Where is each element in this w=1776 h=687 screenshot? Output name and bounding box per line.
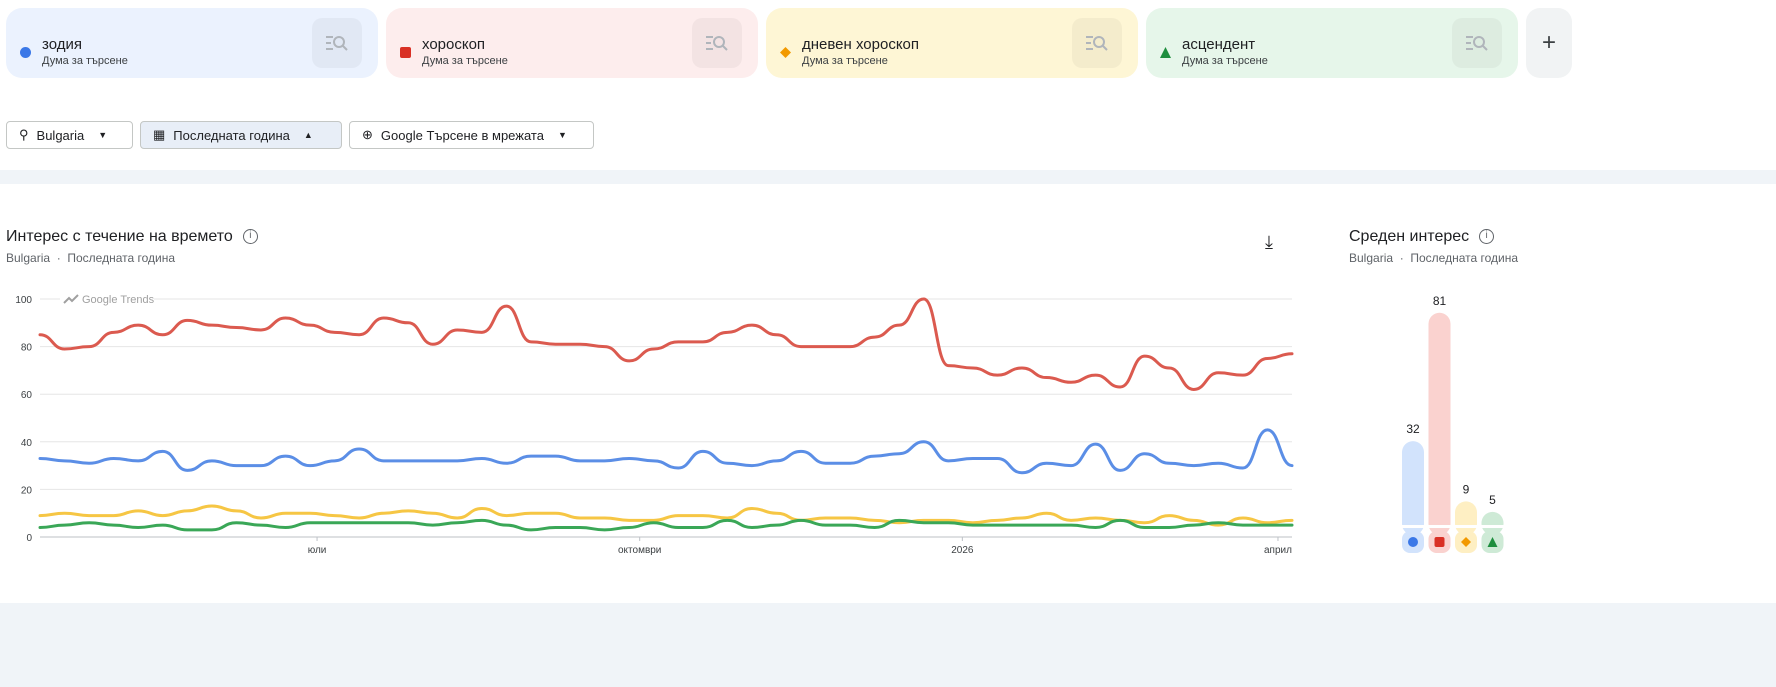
search-term-card[interactable]: зодия Дума за търсене xyxy=(6,8,378,78)
search-refine-icon[interactable] xyxy=(1452,18,1502,68)
term-type: Дума за търсене xyxy=(802,55,888,67)
download-icon[interactable]: ⤓ xyxy=(1265,232,1273,252)
bar-gap xyxy=(1481,525,1504,528)
info-icon[interactable]: i xyxy=(1479,229,1495,245)
search-term-card[interactable]: асцендент Дума за търсене xyxy=(1146,8,1518,78)
term-type: Дума за търсене xyxy=(422,55,508,67)
y-tick-label: 60 xyxy=(21,390,33,401)
add-term-button[interactable]: + xyxy=(1526,8,1572,78)
section-divider xyxy=(0,603,1776,687)
bar-gap xyxy=(1428,525,1451,528)
y-tick-label: 40 xyxy=(21,438,33,449)
term-label: асцендент xyxy=(1182,36,1256,53)
region-filter[interactable]: ⚲ Bulgaria ▼ xyxy=(6,121,133,149)
term-label: хороскоп xyxy=(422,36,486,53)
y-tick-label: 20 xyxy=(21,485,33,496)
trend-icon xyxy=(63,294,79,304)
location-pin-icon: ⚲ xyxy=(19,127,29,142)
average-bar[interactable] xyxy=(1402,441,1424,535)
x-tick-label: юли xyxy=(308,545,327,556)
dropdown-arrow-icon: ▼ xyxy=(98,130,108,140)
google-trends-watermark: Google Trends xyxy=(82,294,155,306)
dropdown-arrow-up-icon: ▲ xyxy=(303,130,313,140)
average-bar[interactable] xyxy=(1428,312,1451,535)
bar-gap xyxy=(1402,525,1424,528)
calendar-icon: ▦ xyxy=(153,127,166,142)
watermark-bg xyxy=(60,292,154,306)
timeline-title: Интерес с течение на времето i xyxy=(6,228,258,246)
bar-gap xyxy=(1455,525,1477,528)
search-term-card[interactable]: дневен хороскоп Дума за търсене xyxy=(766,8,1138,78)
x-tick-label: 2026 xyxy=(951,545,974,556)
diamond-marker-icon xyxy=(1461,537,1471,547)
average-title: Среден интерес i xyxy=(1349,228,1495,246)
period-label: Последната година xyxy=(173,127,290,143)
bar-value-label: 5 xyxy=(1489,493,1496,507)
search-term-card[interactable]: хороскоп Дума за търсене xyxy=(386,8,758,78)
diamond-marker-icon xyxy=(780,45,791,58)
average-interest-chart: 32 81 9 5 xyxy=(1402,294,1504,553)
square-marker-icon xyxy=(400,45,411,58)
term-label: зодия xyxy=(42,36,82,53)
y-tick-label: 80 xyxy=(21,343,33,354)
dropdown-arrow-icon: ▼ xyxy=(557,130,567,140)
series-line-зодия[interactable] xyxy=(38,428,1294,475)
x-tick-label: октомври xyxy=(618,545,661,556)
series-line-дневен хороскоп[interactable] xyxy=(38,504,1294,527)
circle-marker-icon xyxy=(20,45,31,58)
average-bar[interactable] xyxy=(1481,511,1504,535)
y-tick-label: 0 xyxy=(26,533,32,544)
term-type: Дума за търсене xyxy=(1182,55,1268,67)
series-line-хороскоп[interactable] xyxy=(38,297,1294,391)
search-refine-icon[interactable] xyxy=(312,18,362,68)
info-icon[interactable]: i xyxy=(242,229,258,245)
timeline-meta: Bulgaria · Последната година xyxy=(6,251,176,265)
series-line-асцендент[interactable] xyxy=(38,518,1294,532)
circle-marker-icon xyxy=(1408,537,1418,547)
term-type: Дума за търсене xyxy=(42,55,128,67)
x-tick-label: април xyxy=(1264,545,1292,556)
period-filter[interactable]: ▦ Последната година ▲ xyxy=(140,121,342,149)
average-meta: Bulgaria · Последната година xyxy=(1349,251,1519,265)
globe-icon: ⊕ xyxy=(362,127,373,142)
search-refine-icon[interactable] xyxy=(692,18,742,68)
search-refine-icon[interactable] xyxy=(1072,18,1122,68)
triangle-marker-icon xyxy=(1487,537,1498,547)
term-label: дневен хороскоп xyxy=(802,36,920,53)
bar-value-label: 9 xyxy=(1463,482,1470,496)
bar-value-label: 81 xyxy=(1433,294,1447,308)
average-bar[interactable] xyxy=(1455,501,1477,535)
property-label: Google Търсене в мрежата xyxy=(380,127,544,143)
property-filter[interactable]: ⊕ Google Търсене в мрежата ▼ xyxy=(349,121,594,149)
bar-value-label: 32 xyxy=(1406,422,1420,436)
interest-over-time-chart: 0 20 40 60 80 100 Google Trends юли октомври 2026… xyxy=(15,292,1294,556)
section-divider xyxy=(0,170,1776,184)
triangle-marker-icon xyxy=(1160,45,1171,58)
square-marker-icon xyxy=(1434,537,1445,547)
y-tick-label: 100 xyxy=(15,295,32,306)
region-label: Bulgaria xyxy=(36,127,85,143)
